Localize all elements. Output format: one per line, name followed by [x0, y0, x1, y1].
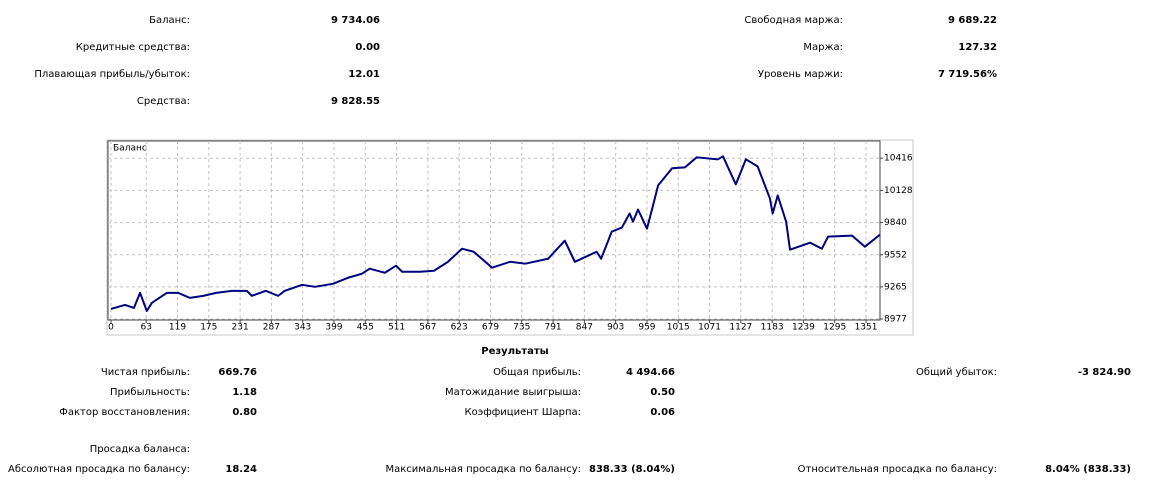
x-tick-label: 399	[325, 323, 342, 333]
x-tick-label: 0	[108, 323, 114, 333]
y-tick-label: 9265	[884, 282, 907, 292]
result-label: Общая прибыль:	[493, 367, 581, 378]
y-tick-label: 10416	[884, 154, 913, 164]
x-tick-label: 1351	[855, 323, 878, 333]
summary-label: Уровень маржи:	[757, 69, 843, 80]
summary-value: 12.01	[348, 69, 380, 80]
x-tick-label: 455	[357, 323, 374, 333]
result-label: Матожидание выигрыша:	[444, 387, 581, 398]
x-tick-label: 511	[388, 323, 405, 333]
y-tick-label: 9840	[884, 218, 907, 228]
drawdown-value: 18.24	[225, 464, 257, 475]
x-tick-label: 1183	[761, 323, 784, 333]
x-tick-label: 63	[140, 323, 151, 333]
x-tick-label: 231	[232, 323, 249, 333]
result-label: Коэффициент Шарпа:	[464, 407, 581, 418]
drawdown-label: Абсолютная просадка по балансу:	[8, 464, 190, 475]
chart-frame	[106, 139, 914, 336]
drawdown-value: 838.33 (8.04%)	[589, 464, 675, 475]
result-label: Прибыльность:	[110, 387, 190, 398]
balance-line	[110, 155, 881, 312]
result-value: 4 494.66	[625, 367, 675, 378]
result-value: 1.18	[232, 387, 257, 398]
drawdown-title: Просадка баланса:	[89, 444, 190, 455]
x-tick-label: 1015	[667, 323, 690, 333]
summary-label: Средства:	[136, 96, 190, 107]
x-tick-label: 1127	[729, 323, 752, 333]
summary-label: Баланс:	[149, 15, 190, 26]
results-title: Результаты	[481, 346, 549, 357]
summary-value: 127.32	[958, 42, 997, 53]
result-value: 0.80	[232, 407, 257, 418]
summary-value: 9 828.55	[330, 96, 380, 107]
summary-label: Свободная маржа:	[744, 15, 843, 26]
summary-label: Кредитные средства:	[75, 42, 190, 53]
x-tick-label: 175	[200, 323, 217, 333]
x-tick-label: 959	[638, 323, 655, 333]
x-tick-label: 735	[513, 323, 530, 333]
y-tick-label: 10128	[884, 186, 913, 196]
drawdown-label: Относительная просадка по балансу:	[797, 464, 997, 475]
drawdown-value: 8.04% (838.33)	[1045, 464, 1131, 475]
result-label: Фактор восстановления:	[59, 407, 190, 418]
x-tick-label: 1239	[792, 323, 815, 333]
x-tick-label: 119	[169, 323, 186, 333]
x-tick-label: 623	[451, 323, 468, 333]
result-value: -3 824.90	[1077, 367, 1131, 378]
result-value: 0.06	[650, 407, 675, 418]
result-label: Чистая прибыль:	[100, 367, 190, 378]
summary-value: 7 719.56%	[937, 69, 997, 80]
chart-title: Баланс	[113, 144, 147, 154]
summary-value: 9 689.22	[947, 15, 997, 26]
summary-label: Маржа:	[803, 42, 843, 53]
x-tick-label: 1071	[698, 323, 721, 333]
x-tick-label: 567	[419, 323, 436, 333]
x-tick-label: 847	[576, 323, 593, 333]
summary-label: Плавающая прибыль/убыток:	[34, 69, 190, 80]
drawdown-label: Максимальная просадка по балансу:	[385, 464, 581, 475]
y-tick-label: 9552	[884, 250, 907, 260]
result-label: Общий убыток:	[916, 367, 997, 378]
x-tick-label: 903	[607, 323, 624, 333]
x-tick-label: 287	[263, 323, 280, 333]
summary-value: 0.00	[355, 42, 380, 53]
x-tick-label: 679	[482, 323, 499, 333]
result-value: 0.50	[650, 387, 675, 398]
result-value: 669.76	[218, 367, 257, 378]
x-tick-label: 791	[544, 323, 561, 333]
x-tick-label: 343	[294, 323, 311, 333]
plot-area	[107, 140, 881, 321]
summary-value: 9 734.06	[330, 15, 380, 26]
y-tick-label: 8977	[884, 315, 907, 325]
x-tick-label: 1295	[823, 323, 846, 333]
